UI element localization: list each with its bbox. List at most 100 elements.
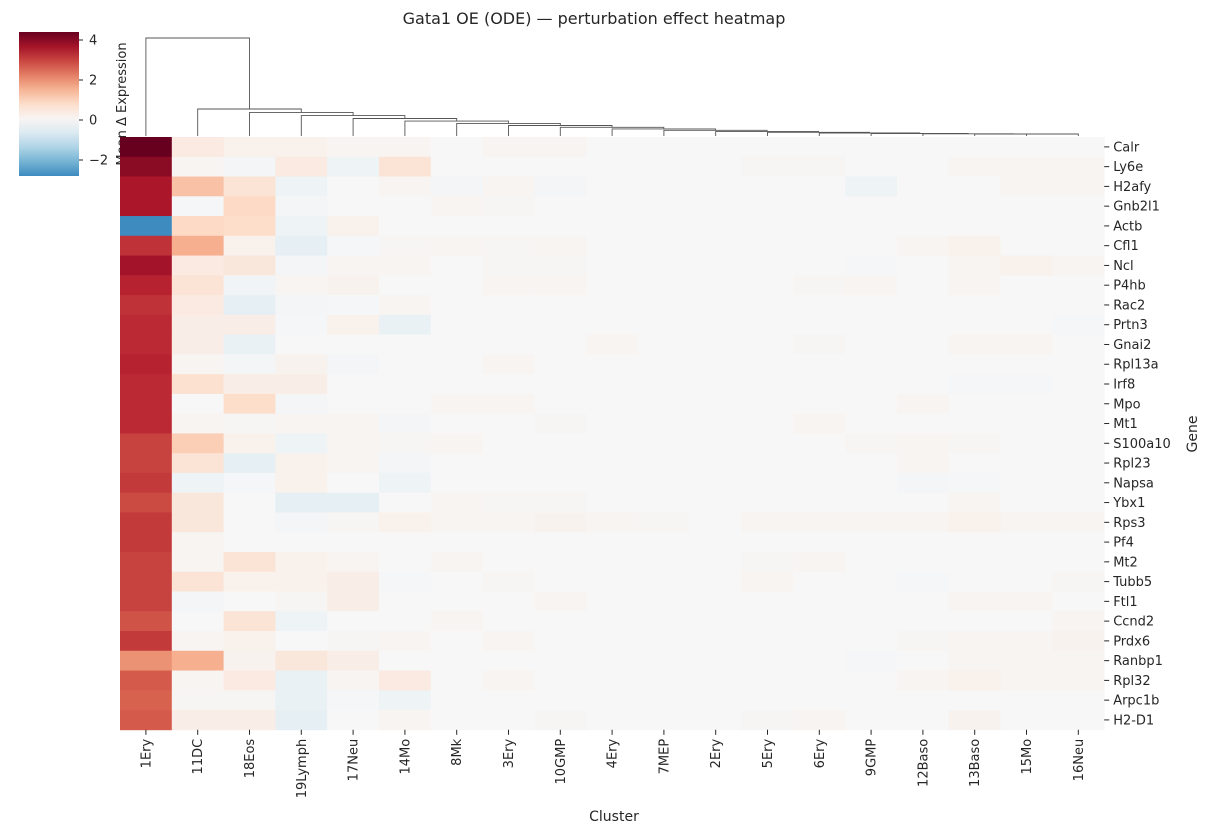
heatmap-cell bbox=[482, 235, 535, 256]
heatmap-cell bbox=[120, 374, 173, 395]
heatmap-cell bbox=[689, 591, 742, 612]
heatmap-cell bbox=[897, 413, 950, 434]
heatmap-cell bbox=[741, 551, 794, 573]
row-label: H2afy bbox=[1113, 180, 1151, 195]
heatmap-cell bbox=[897, 216, 950, 237]
heatmap-cell bbox=[1000, 551, 1053, 573]
heatmap-cell bbox=[482, 631, 535, 652]
heatmap-cell bbox=[534, 650, 587, 671]
dendrogram-link bbox=[974, 133, 1053, 136]
heatmap-cell bbox=[223, 571, 276, 592]
heatmap-cell bbox=[379, 472, 432, 494]
heatmap-cell bbox=[534, 374, 587, 395]
heatmap-cell bbox=[1000, 295, 1053, 316]
heatmap-cell bbox=[223, 354, 276, 375]
heatmap-cell bbox=[793, 354, 846, 375]
heatmap-cell bbox=[379, 216, 432, 237]
row-label: Mpo bbox=[1113, 397, 1140, 412]
heatmap-cell bbox=[223, 255, 276, 276]
heatmap-cell bbox=[897, 374, 950, 395]
heatmap-cell bbox=[638, 591, 691, 612]
column-label: 10GMP bbox=[554, 739, 569, 785]
heatmap-cell bbox=[1052, 216, 1105, 237]
dendrogram-link bbox=[818, 132, 921, 136]
row-label: Pf4 bbox=[1113, 536, 1134, 551]
heatmap-cell bbox=[1000, 235, 1053, 256]
heatmap-cell bbox=[586, 492, 639, 513]
heatmap-cell bbox=[120, 551, 173, 573]
row-label: Irf8 bbox=[1113, 378, 1135, 393]
heatmap-cell bbox=[430, 611, 483, 632]
heatmap-cell bbox=[223, 532, 276, 553]
heatmap-cell bbox=[327, 314, 380, 335]
heatmap-cell bbox=[741, 413, 794, 434]
heatmap-cell bbox=[689, 631, 742, 652]
heatmap-cell bbox=[534, 176, 587, 197]
heatmap-cell bbox=[948, 512, 1001, 533]
heatmap-cell bbox=[430, 571, 483, 592]
heatmap-cell bbox=[897, 354, 950, 375]
heatmap-cell bbox=[845, 512, 898, 533]
heatmap-cell bbox=[379, 196, 432, 217]
heatmap-cell bbox=[948, 374, 1001, 395]
heatmap-cell bbox=[171, 492, 224, 513]
heatmap-cell bbox=[689, 512, 742, 533]
heatmap-cell bbox=[275, 295, 328, 316]
heatmap-cell bbox=[482, 314, 535, 335]
heatmap-cell bbox=[689, 176, 742, 197]
heatmap-cell bbox=[327, 413, 380, 434]
heatmap-cell bbox=[379, 650, 432, 671]
column-label: 14Mo bbox=[398, 739, 413, 775]
column-label: 4Ery bbox=[606, 739, 621, 769]
heatmap-cell bbox=[379, 235, 432, 256]
heatmap-cell bbox=[1052, 393, 1105, 415]
heatmap-cell bbox=[1052, 255, 1105, 276]
heatmap-cell bbox=[327, 571, 380, 592]
heatmap-cell bbox=[379, 137, 432, 158]
heatmap-cell bbox=[845, 235, 898, 256]
column-label: 12Baso bbox=[916, 739, 931, 787]
heatmap-cell bbox=[586, 591, 639, 612]
heatmap-cell bbox=[534, 690, 587, 711]
chart-title: Gata1 OE (ODE) — perturbation effect hea… bbox=[403, 9, 786, 28]
heatmap-cell bbox=[1052, 275, 1105, 296]
heatmap-cell bbox=[845, 532, 898, 553]
heatmap-cell bbox=[638, 295, 691, 316]
heatmap-cell bbox=[482, 393, 535, 415]
column-label: 8Mk bbox=[450, 738, 465, 765]
heatmap-cell bbox=[171, 650, 224, 671]
heatmap-cell bbox=[1000, 393, 1053, 415]
heatmap-cell bbox=[689, 216, 742, 237]
heatmap-cell bbox=[275, 532, 328, 553]
heatmap-cell bbox=[482, 492, 535, 513]
heatmap-cell bbox=[948, 551, 1001, 573]
heatmap-cell bbox=[1052, 532, 1105, 553]
heatmap-cell bbox=[1000, 690, 1053, 711]
heatmap-cell bbox=[845, 492, 898, 513]
heatmap-cell bbox=[223, 137, 276, 158]
row-label: Prdx6 bbox=[1113, 634, 1150, 649]
heatmap-cell bbox=[534, 216, 587, 237]
heatmap-cell bbox=[430, 413, 483, 434]
row-label: S100a10 bbox=[1113, 437, 1171, 452]
heatmap-cell bbox=[223, 512, 276, 533]
heatmap-cell bbox=[586, 453, 639, 474]
column-label: 16Neu bbox=[1072, 739, 1087, 782]
heatmap-cell bbox=[948, 275, 1001, 296]
heatmap-cell bbox=[793, 255, 846, 276]
heatmap-cell bbox=[482, 196, 535, 217]
heatmap-cell bbox=[689, 156, 742, 177]
row-label: Ncl bbox=[1113, 259, 1133, 274]
heatmap-cell bbox=[741, 216, 794, 237]
heatmap-cell bbox=[1052, 611, 1105, 632]
heatmap-cell bbox=[741, 492, 794, 513]
heatmap-cell bbox=[482, 650, 535, 671]
heatmap-cell bbox=[482, 137, 535, 158]
heatmap-cell bbox=[223, 591, 276, 612]
row-label: Ccnd2 bbox=[1113, 615, 1154, 630]
heatmap-cell bbox=[638, 650, 691, 671]
row-label: Rps3 bbox=[1113, 516, 1145, 531]
heatmap-cell bbox=[897, 393, 950, 415]
heatmap-cell bbox=[689, 453, 742, 474]
heatmap-cell bbox=[689, 650, 742, 671]
